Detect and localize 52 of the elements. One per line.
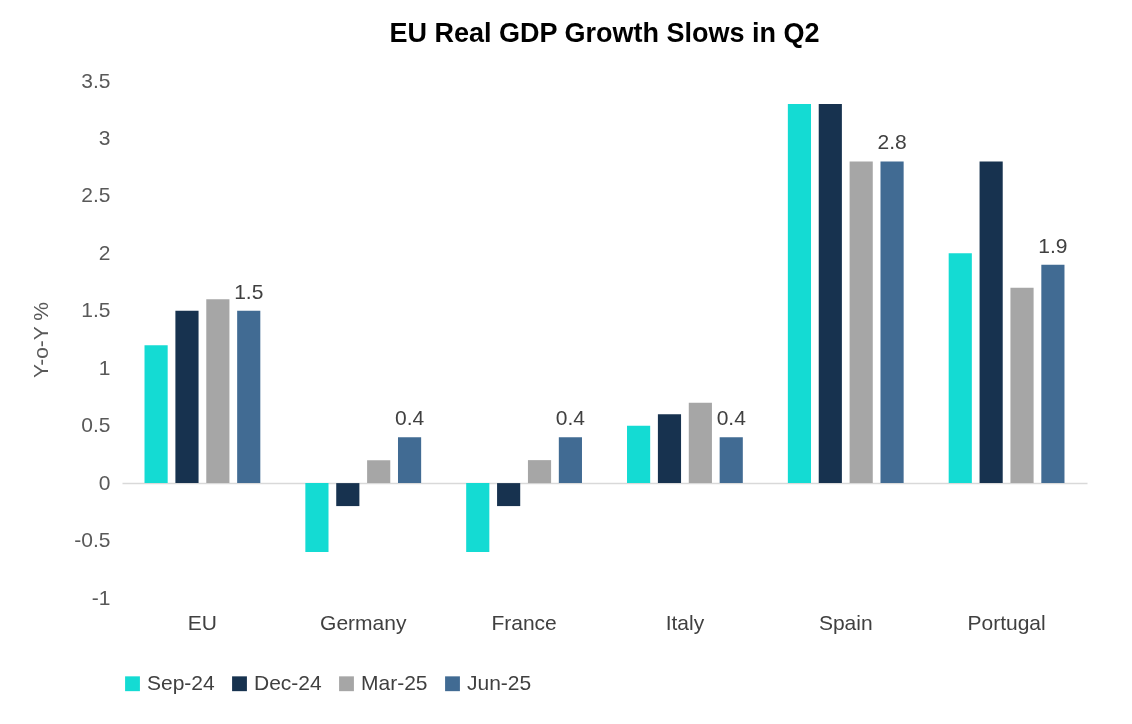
bar xyxy=(206,299,230,484)
y-tick-label: -0.5 xyxy=(74,528,111,552)
y-tick-label: 0 xyxy=(98,470,111,494)
bar xyxy=(558,437,582,484)
x-tick-label: France xyxy=(491,610,557,634)
data-label: 1.9 xyxy=(1038,233,1068,257)
bar xyxy=(237,310,261,484)
bar xyxy=(719,437,743,484)
bar xyxy=(466,483,490,553)
x-tick-label: Italy xyxy=(665,610,705,634)
bar xyxy=(880,161,904,484)
bar xyxy=(948,253,972,484)
legend-label: Sep-24 xyxy=(147,670,216,694)
bar xyxy=(305,483,329,553)
bar xyxy=(849,161,873,484)
bar xyxy=(818,103,842,484)
bar xyxy=(367,460,391,484)
data-label: 1.5 xyxy=(234,279,264,303)
bar xyxy=(144,345,168,484)
y-tick-label: 2 xyxy=(98,240,111,264)
bar xyxy=(627,425,651,484)
bar xyxy=(688,402,712,484)
bar xyxy=(979,161,1003,484)
legend-label: Mar-25 xyxy=(361,670,428,694)
chart-title: EU Real GDP Growth Slows in Q2 xyxy=(389,18,820,48)
y-tick-label: 2.5 xyxy=(81,183,111,207)
x-tick-label: Portugal xyxy=(967,610,1046,634)
bar xyxy=(1010,287,1034,484)
y-tick-label: -1 xyxy=(91,585,111,609)
bar xyxy=(1041,264,1065,484)
y-tick-label: 3 xyxy=(98,125,111,149)
data-label: 2.8 xyxy=(877,130,907,154)
y-axis-title: Y-o-Y % xyxy=(29,302,53,378)
y-tick-label: 1 xyxy=(98,355,111,379)
y-tick-label: 1.5 xyxy=(81,298,111,322)
x-tick-label: Germany xyxy=(320,610,407,634)
bar xyxy=(787,103,812,484)
legend-label: Jun-25 xyxy=(467,670,532,694)
bar xyxy=(175,310,199,484)
bar xyxy=(497,483,521,507)
x-tick-label: Spain xyxy=(818,610,873,634)
y-tick-label: 0.5 xyxy=(81,413,111,437)
data-label: 0.4 xyxy=(555,406,586,430)
bar xyxy=(657,414,682,484)
y-tick-label: 3.5 xyxy=(81,68,111,92)
bar xyxy=(397,437,422,484)
data-label: 0.4 xyxy=(716,406,747,430)
legend-label: Dec-24 xyxy=(254,670,323,694)
bar xyxy=(527,460,552,484)
data-label: 0.4 xyxy=(394,406,425,430)
bar xyxy=(336,483,360,507)
x-tick-label: EU xyxy=(187,610,218,634)
